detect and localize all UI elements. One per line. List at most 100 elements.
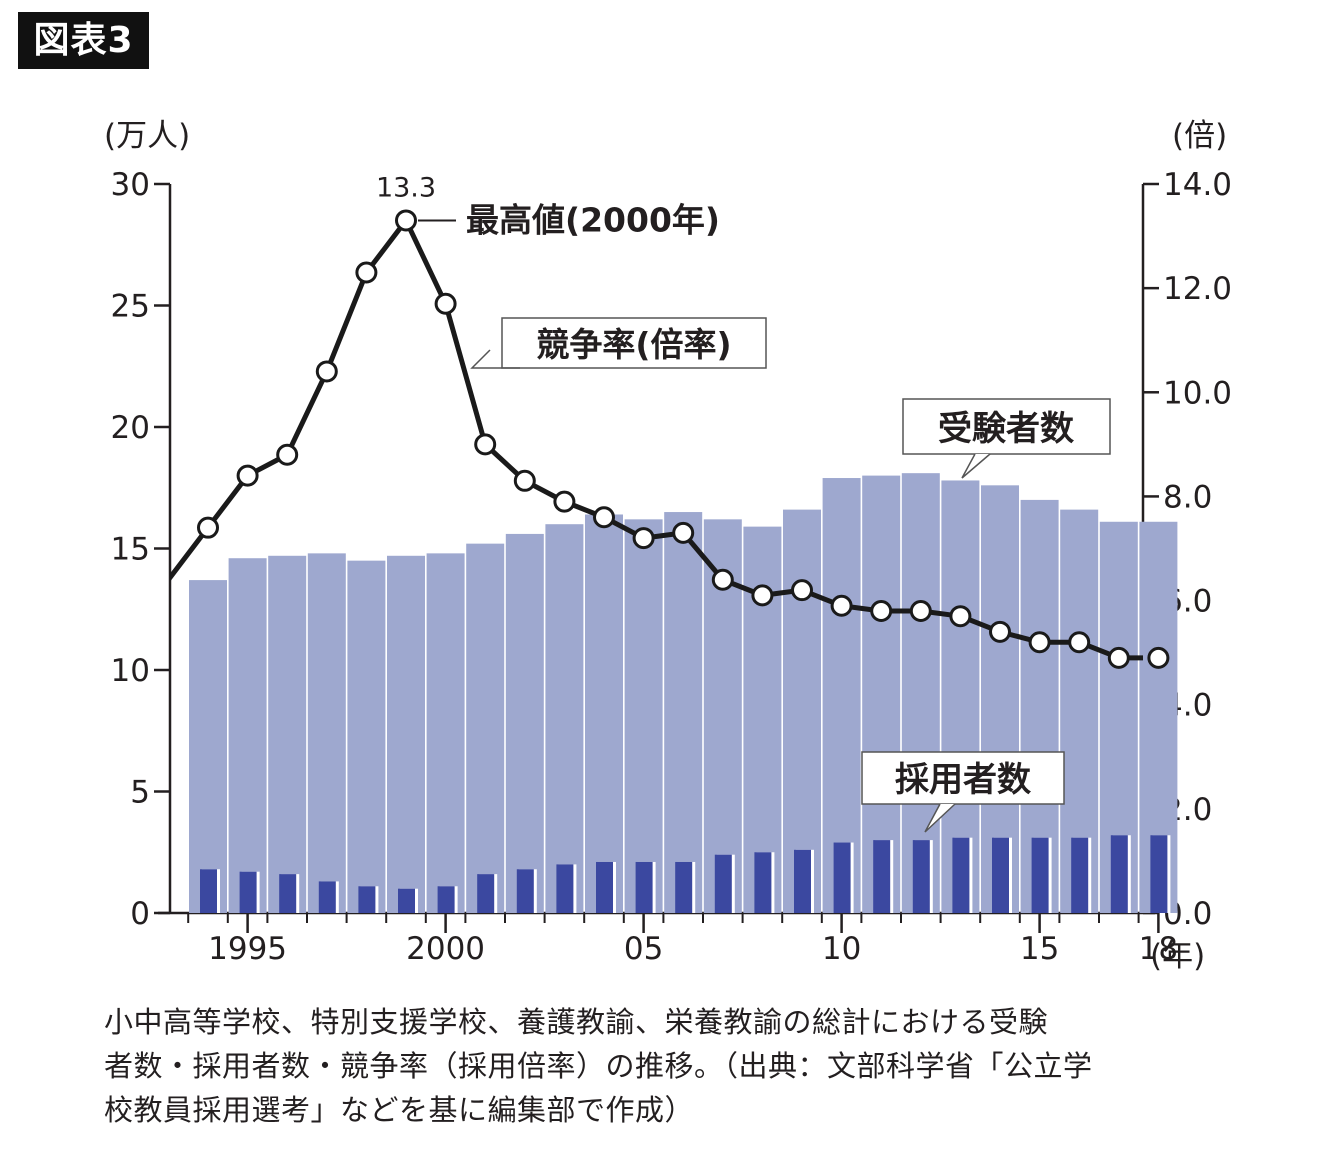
rate-point [1107, 646, 1130, 669]
rate-point [1068, 631, 1091, 654]
chart: 0510152025300.02.04.06.08.010.012.014.0(… [104, 118, 1232, 974]
bar-applicants [387, 555, 425, 913]
applicants-callout-box [902, 398, 1111, 455]
bar-hires [873, 840, 891, 913]
rate-point [236, 464, 259, 487]
rate-point [672, 521, 695, 544]
line-callout-label: 競争率(倍率) [536, 325, 731, 364]
bar-hires [398, 888, 415, 913]
bar-applicants [783, 509, 821, 913]
x-axis-tick-label: 05 [624, 931, 663, 967]
bar-applicants [466, 543, 505, 913]
x-axis-unit: (年) [1150, 938, 1205, 974]
right-axis-tick-label: 12.0 [1163, 271, 1232, 307]
line-callout-pointer [470, 349, 520, 369]
bar-hires [992, 837, 1009, 913]
left-axis-tick-label: 5 [130, 775, 150, 811]
bar-hires [358, 886, 376, 913]
rate-point [870, 599, 893, 622]
left-axis-tick-label: 20 [111, 410, 150, 446]
x-axis-tick-label: 10 [822, 931, 861, 967]
rate-point [989, 620, 1011, 643]
rate-point [474, 433, 497, 456]
bar-applicants [307, 553, 346, 913]
bar-hires [516, 869, 534, 913]
bar-hires [437, 886, 455, 913]
axes-layer: 0510152025300.02.04.06.08.010.012.014.0(… [104, 118, 1232, 974]
rate-point [909, 599, 932, 622]
bar-hires [675, 861, 693, 913]
rate-point [315, 360, 338, 383]
rate-point [355, 261, 378, 284]
right-axis-tick-label: 8.0 [1163, 479, 1212, 515]
applicants-callout-label: 受験者数 [938, 409, 1074, 449]
rate-point [711, 568, 734, 591]
peak-value-label: 13.3 [376, 172, 436, 203]
bar-applicants [901, 473, 940, 913]
caption-line: 校教員採用選考」などを基に編集部で作成） [104, 1093, 695, 1127]
bar-hires [1071, 837, 1089, 913]
bar-hires [1031, 837, 1049, 913]
bar-applicants [426, 553, 465, 913]
bar-hires [1150, 835, 1168, 913]
bars-layer [189, 473, 1178, 913]
bar-applicants [505, 533, 544, 913]
bar-hires [635, 861, 653, 913]
rate-point [513, 469, 536, 492]
rate-point [1028, 631, 1051, 654]
bar-hires [754, 852, 772, 913]
bar-hires [477, 874, 495, 913]
left-axis-tick-label: 10 [111, 653, 150, 689]
bar-applicants [189, 580, 227, 913]
rate-point [1147, 646, 1170, 669]
x-axis-tick-label: 18 [1139, 931, 1178, 967]
rate-point [791, 579, 813, 602]
rate-point [632, 527, 655, 550]
bar-hires [556, 864, 574, 913]
bar-applicants [822, 478, 861, 913]
rate-point [593, 506, 615, 529]
bar-hires [239, 871, 257, 913]
bar-hires [952, 837, 970, 913]
x-axis-tick-label: 1995 [208, 931, 287, 967]
bar-hires [279, 874, 297, 913]
right-axis-tick-label: 10.0 [1163, 375, 1232, 411]
caption-line: 者数・採用者数・競争率（採用倍率）の推移。（出典：文部科学省「公立学 [104, 1049, 1093, 1083]
rate-point [830, 594, 853, 617]
bar-applicants [585, 514, 623, 913]
rate-point [949, 605, 972, 628]
bar-applicants [624, 519, 663, 913]
bar-hires [200, 869, 217, 913]
applicants-callout-pointer [961, 453, 991, 479]
bar-applicants [545, 524, 584, 913]
bar-applicants [664, 512, 703, 913]
right-axis-unit: (倍) [1172, 118, 1227, 154]
bar-applicants [268, 555, 307, 913]
bar-hires [596, 861, 613, 913]
caption-line: 小中高等学校、特別支援学校、養護教諭、栄養教諭の総計における受験 [104, 1005, 1049, 1039]
rate-point [751, 584, 774, 607]
bar-applicants [347, 560, 386, 913]
figure-label: 図表3 [18, 12, 149, 69]
bar-hires [794, 849, 811, 913]
peak-label: 最高値(2000年) [466, 200, 720, 239]
left-axis-tick-label: 30 [111, 167, 150, 203]
x-axis-tick-label: 2000 [406, 931, 485, 967]
rate-point [197, 516, 219, 539]
rate-point [395, 209, 417, 232]
hires-callout-box [861, 751, 1065, 805]
bar-hires [1110, 835, 1128, 913]
line-layer [170, 209, 1170, 669]
bar-hires [714, 854, 732, 913]
left-axis-tick-label: 15 [111, 532, 150, 568]
right-axis-tick-label: 14.0 [1163, 167, 1232, 203]
left-axis-tick-label: 0 [130, 896, 150, 932]
left-axis-unit: (万人) [104, 118, 190, 154]
rate-point [434, 292, 457, 315]
bar-applicants [228, 558, 267, 913]
hires-callout-label: 採用者数 [895, 760, 1031, 800]
caption: 小中高等学校、特別支援学校、養護教諭、栄養教諭の総計における受験 者数・採用者数… [104, 1000, 1244, 1132]
bar-hires [912, 840, 930, 913]
rate-point [553, 490, 576, 513]
